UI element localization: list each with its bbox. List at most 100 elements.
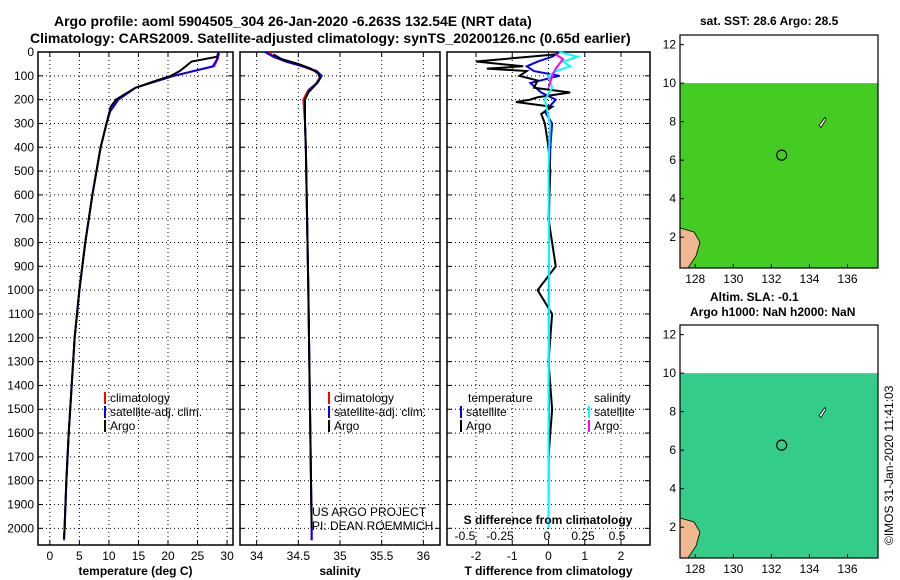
x-axis-label: T difference from climatology [464,564,632,578]
y-tick-label: 200 [14,93,34,107]
sst-ytick-label: 4 [669,192,676,206]
sla-xtick-label: 136 [838,562,858,576]
legend-temp-climatology-label: climatology [110,391,170,405]
sst-xtick-label: 130 [723,272,743,286]
series-line-1-0 [269,52,321,540]
legend-temp-argo-swatch [104,420,106,432]
sst-xtick-label: 134 [799,272,819,286]
legend-diff-s-argo-label: Argo [594,419,620,433]
y-tick-label: 300 [14,116,34,130]
series-line-0-2 [64,53,218,538]
legend-diff-s-satellite-swatch [588,406,590,418]
sla-xtick-label: 130 [723,562,743,576]
legend-sal-argo-swatch [328,420,330,432]
legend-diff-t-satellite-swatch [460,406,462,418]
credit-pi: PI: DEAN ROEMMICH [312,519,433,533]
profile-panel-1 [240,52,440,545]
profile-panel-0 [38,52,233,545]
x-tick-label: 15 [132,549,146,563]
sla-xtick-label: 132 [761,562,781,576]
y-tick-label: 900 [14,259,34,273]
x-axis-label: temperature (deg C) [78,564,192,578]
legend-diff-salinity-title: salinity [594,391,631,405]
legend-temp-argo-label: Argo [110,419,136,433]
x-tick-label: 0 [545,549,552,563]
y-tick-label: 0 [27,45,34,59]
top-tick-label: 0 [544,529,551,543]
legend-sal-climatology-swatch [328,392,330,404]
x-tick-label: 10 [102,549,116,563]
sla-field [680,373,878,558]
y-tick-label: 500 [14,164,34,178]
series-line-2-2 [545,52,578,528]
y-tick-label: 1000 [7,283,34,297]
sst-xtick-label: 132 [761,272,781,286]
y-tick-label: 700 [14,212,34,226]
x-tick-label: 0 [46,549,53,563]
panel-frame-1 [240,52,440,545]
legend-sal-argo-label: Argo [334,419,360,433]
sla-ytick-label: 4 [669,482,676,496]
sst-field [680,83,878,268]
sst-ytick-label: 6 [669,153,676,167]
top-axis-label: S difference from climatology [464,513,633,527]
x-tick-label: 34.5 [287,549,311,563]
legend-diff-t-argo-swatch [460,420,462,432]
legend-sal-climatology-label: climatology [334,391,394,405]
x-tick-label: 20 [161,549,175,563]
legend-temp-satellite-swatch [104,406,106,418]
x-tick-label: 5 [76,549,83,563]
sla-xtick-label: 134 [799,562,819,576]
y-tick-label: 1400 [7,378,34,392]
x-tick-label: 2 [618,549,625,563]
credit-timestamp: ©IMOS 31-Jan-2020 11:41:03 [882,385,896,545]
sla-ytick-label: 10 [663,366,677,380]
y-tick-label: 1200 [7,331,34,345]
sst-xtick-label: 136 [838,272,858,286]
x-tick-label: 25 [191,549,205,563]
x-tick-label: 34 [250,549,264,563]
sst-ytick-label: 2 [669,230,676,244]
legend-sal-satellite-label: satellite-adj. clim. [334,405,426,419]
top-tick-label: 0.25 [571,529,595,543]
sst-xtick-label: 128 [685,272,705,286]
y-tick-label: 1900 [7,498,34,512]
sst-ytick-label: 12 [663,38,677,52]
legend-diff-s-satellite-label: satellite [594,405,635,419]
series-line-0-1 [64,52,218,540]
top-tick-label: -0.5 [455,529,476,543]
x-tick-label: -2 [471,549,482,563]
figure-canvas: 0 5 10 15 20 25 300100200300400500600700800900… [0,0,900,580]
sla-ytick-label: 8 [669,405,676,419]
sst-ytick-label: 8 [669,115,676,129]
x-tick-label: 36 [417,549,431,563]
legend-diff-t-argo-label: Argo [466,419,492,433]
y-tick-label: 1800 [7,474,34,488]
y-tick-label: 1700 [7,450,34,464]
y-tick-label: 800 [14,236,34,250]
x-tick-label: 35 [333,549,347,563]
y-tick-label: 600 [14,188,34,202]
y-tick-label: 1600 [7,426,34,440]
sla-ytick-label: 12 [663,328,677,342]
sst-ytick-label: 10 [663,76,677,90]
legend-temp-climatology-swatch [104,392,106,404]
profile-panel-2 [447,52,650,545]
sla-xtick-label: 128 [685,562,705,576]
sla-ytick-label: 2 [669,520,676,534]
top-tick-label: 0.5 [609,529,626,543]
legend-diff-s-argo-swatch [588,420,590,432]
x-tick-label: 30 [220,549,234,563]
x-axis-label: salinity [319,564,361,578]
credit-project: US ARGO PROJECT [312,505,427,519]
sst-map [680,35,878,268]
x-tick-label: 1 [581,549,588,563]
top-tick-label: -0.25 [486,529,514,543]
y-tick-label: 2000 [7,521,34,535]
x-tick-label: -1 [507,549,518,563]
legend-sal-satellite-swatch [328,406,330,418]
x-tick-label: 35.5 [370,549,394,563]
legend-diff-t-satellite-label: satellite [466,405,507,419]
y-tick-label: 400 [14,140,34,154]
series-line-0-0 [64,52,219,540]
